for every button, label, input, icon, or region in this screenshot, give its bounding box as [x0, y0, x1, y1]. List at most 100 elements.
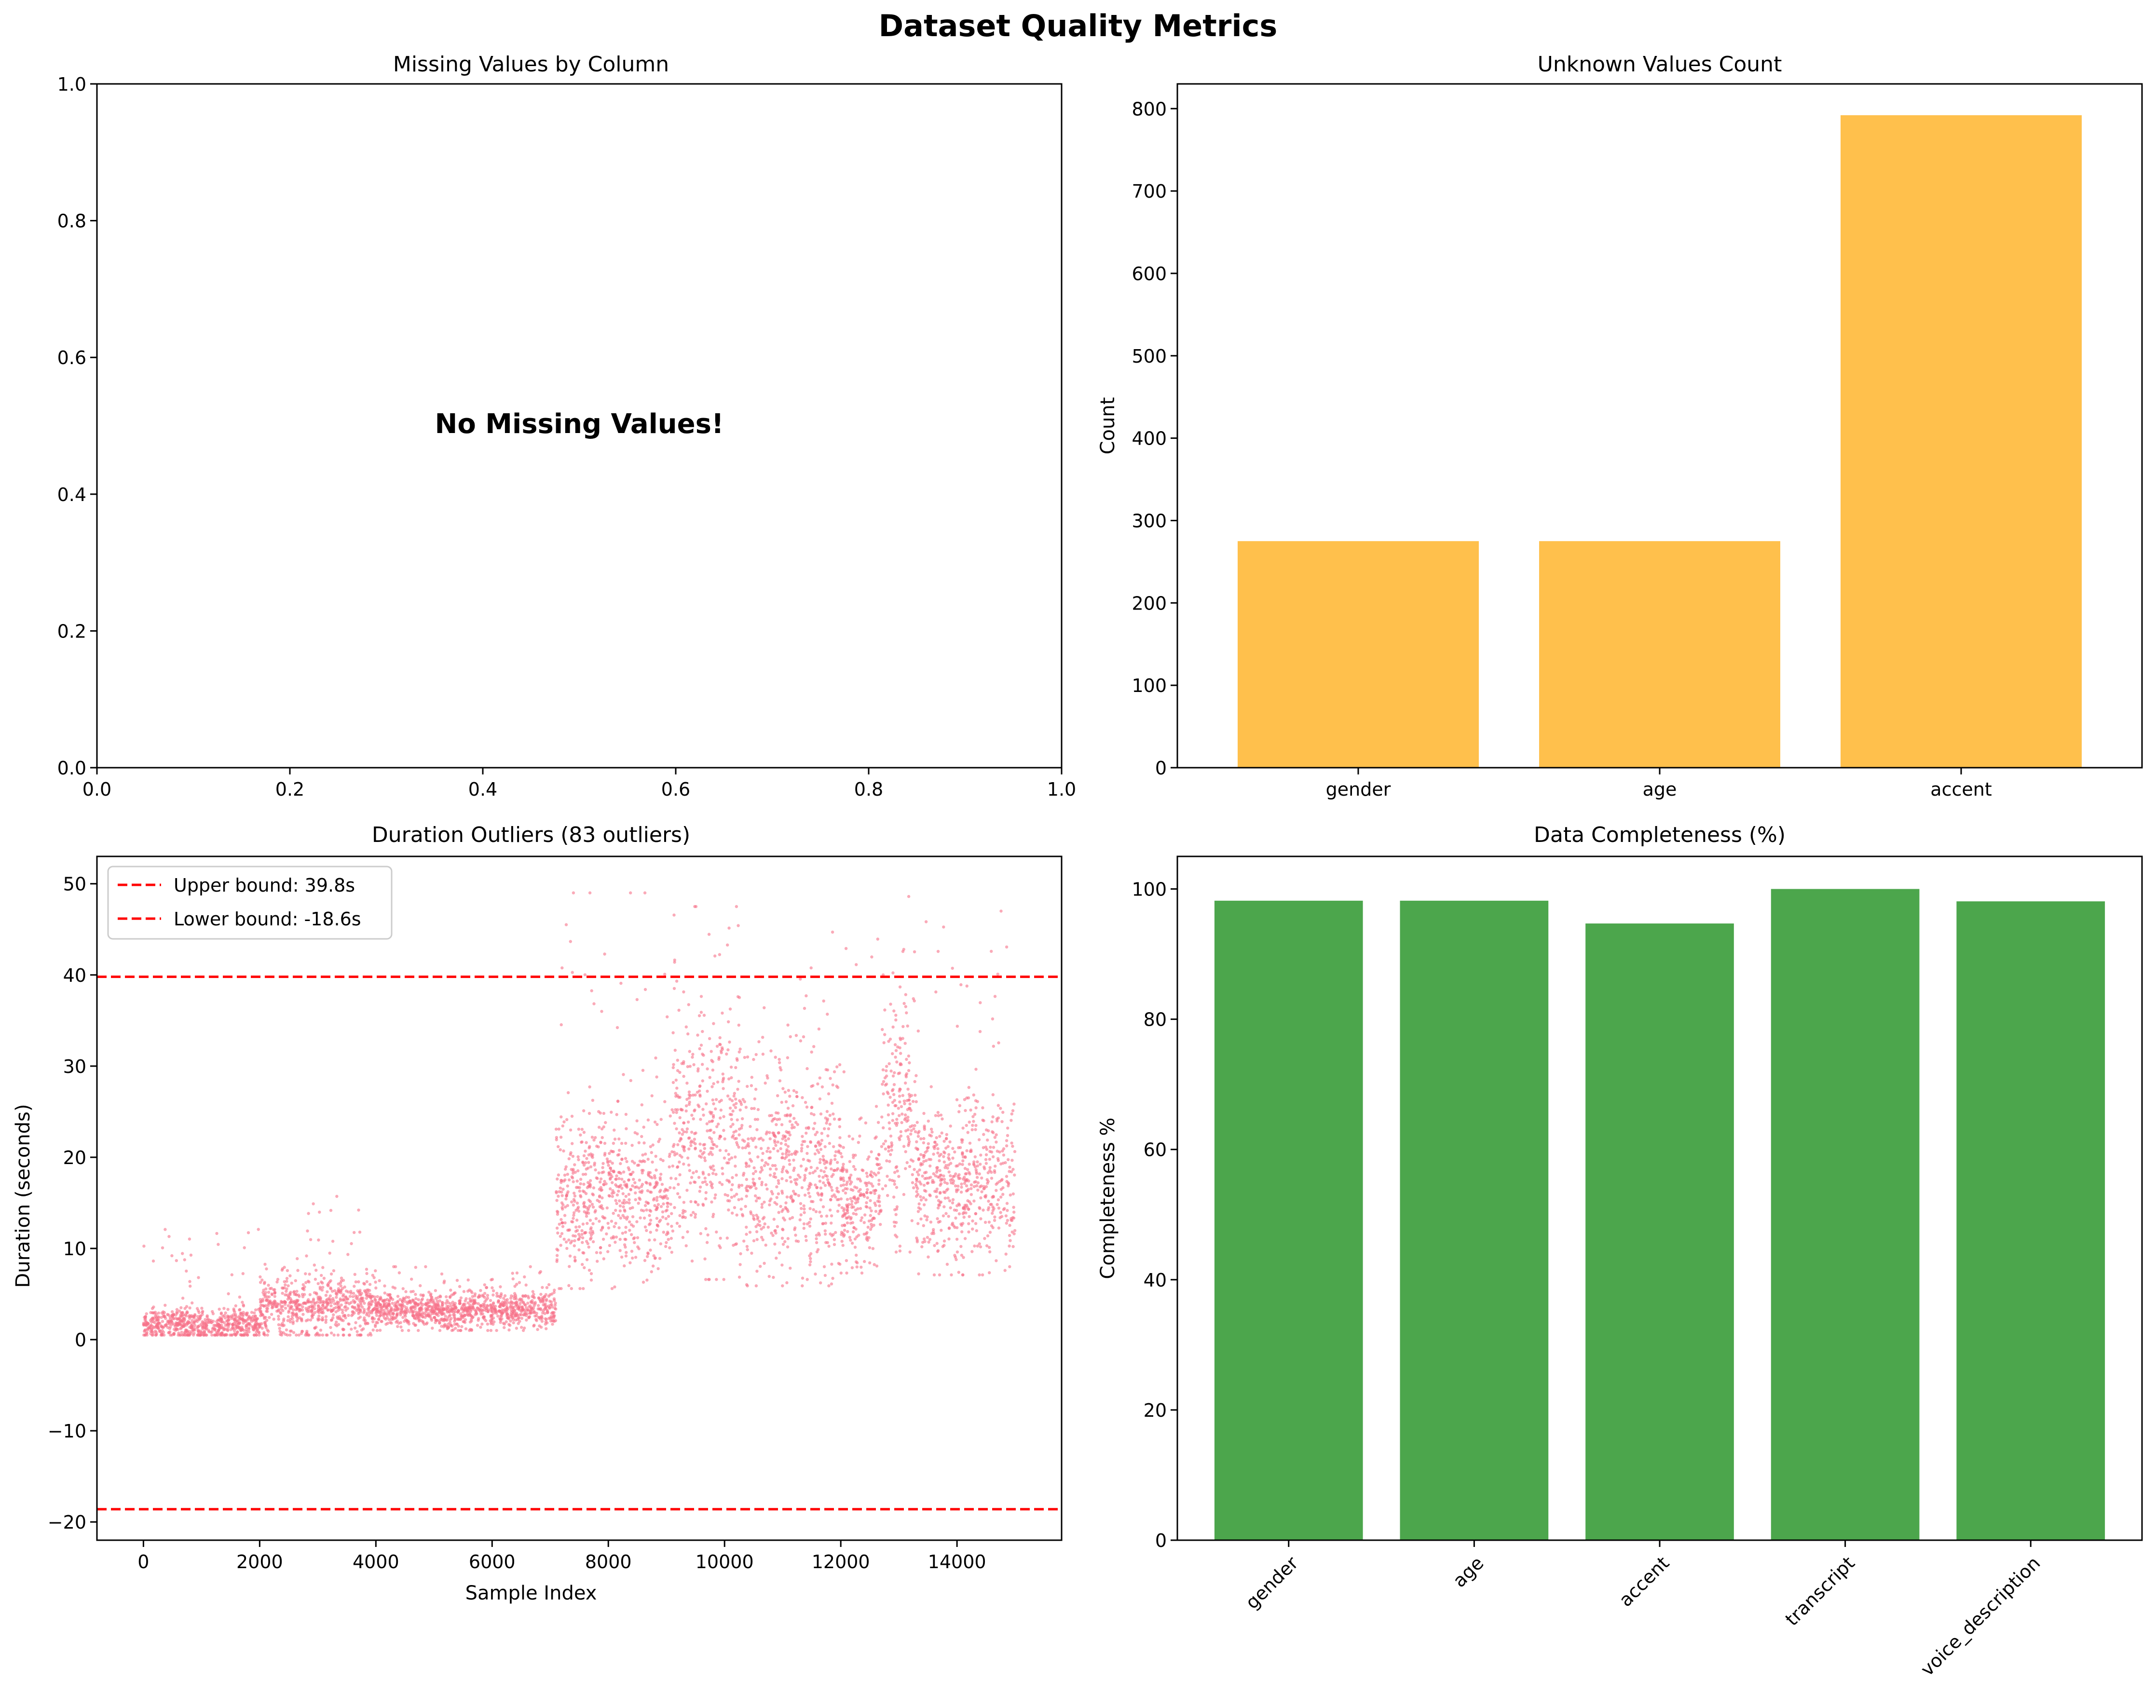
duration-point-3787	[820, 1132, 824, 1135]
duration-point-2096	[424, 1314, 428, 1317]
duration-point-4828	[952, 1224, 955, 1228]
duration-point-3283	[736, 1143, 739, 1147]
unknown-ytick-label-3: 300	[1132, 510, 1167, 531]
duration-point-2659	[597, 1171, 600, 1175]
duration-point-4724	[951, 1147, 955, 1150]
duration-point-4215	[860, 1265, 863, 1269]
duration-point-2644	[611, 1181, 614, 1184]
duration-point-2704	[606, 1250, 610, 1253]
duration-point-3626	[757, 1040, 761, 1044]
duration-point-2269	[495, 1291, 499, 1295]
duration-point-3424	[682, 1060, 685, 1063]
duration-point-3344	[736, 995, 740, 999]
duration-point-3835	[822, 1159, 826, 1162]
duration-point-4276	[891, 1112, 895, 1115]
duration-point-2609	[662, 1231, 666, 1234]
duration-point-2739	[577, 1248, 581, 1252]
duration-point-4093	[845, 1271, 848, 1275]
duration-point-3011	[583, 1204, 586, 1208]
duration-point-3741	[800, 1149, 804, 1153]
duration-point-3659	[828, 1141, 832, 1145]
duration-point-1278	[303, 1301, 307, 1305]
duration-point-2791	[602, 1125, 606, 1129]
duration-point-1148	[279, 1311, 282, 1314]
duration-point-2953	[567, 1178, 571, 1181]
duration-point-2768	[665, 1241, 668, 1244]
duration-point-4870	[957, 1173, 961, 1177]
duration-point-2996	[570, 1287, 573, 1290]
duration-point-4928	[972, 1120, 975, 1123]
duration-point-568	[212, 1324, 216, 1327]
duration-point-4875	[987, 1206, 991, 1209]
duration-point-2115	[399, 1304, 403, 1308]
duration-point-4429	[910, 1219, 914, 1222]
duration-point-2645	[588, 1219, 592, 1222]
duration-point-3379	[720, 1046, 724, 1050]
duration-point-4351	[901, 1037, 904, 1040]
duration-point-4385	[913, 1168, 916, 1171]
duration-point-3658	[832, 1173, 835, 1176]
duration-point-3587	[764, 1243, 767, 1247]
duration-point-2396	[617, 1214, 620, 1217]
duration-point-4212	[843, 1212, 846, 1216]
duration-point-3641	[809, 966, 813, 970]
duration-point-2913	[610, 1175, 614, 1179]
duration-point-384	[170, 1254, 174, 1258]
duration-point-4541	[917, 1202, 921, 1206]
duration-point-2165	[548, 1300, 552, 1303]
duration-point-2759	[590, 1136, 594, 1139]
duration-point-2930	[564, 1240, 568, 1244]
duration-point-1090	[353, 1306, 356, 1309]
duration-point-2429	[575, 1179, 579, 1183]
duration-point-1719	[485, 1286, 489, 1289]
duration-point-4578	[971, 1227, 974, 1231]
duration-point-2867	[653, 1174, 656, 1178]
duration-point-1152	[296, 1257, 299, 1261]
duration-point-498	[170, 1314, 174, 1317]
duration-point-2553	[589, 1165, 593, 1168]
duration-point-4869	[958, 1177, 962, 1180]
duration-point-2290	[427, 1305, 430, 1308]
duration-point-2401	[582, 1182, 586, 1186]
duration-point-215	[188, 1306, 191, 1310]
duration-point-4254	[886, 1194, 889, 1197]
duration-point-2810	[599, 1186, 603, 1189]
duration-point-4607	[918, 1168, 921, 1172]
duration-point-3426	[693, 1108, 696, 1112]
duration-point-2944	[646, 1251, 650, 1255]
duration-point-3127	[699, 1232, 703, 1235]
duration-point-2893	[598, 1205, 602, 1208]
duration-point-1106	[354, 1321, 357, 1325]
duration-point-817	[358, 1324, 362, 1328]
duration-point-663	[174, 1327, 178, 1331]
duration-point-3752	[760, 1183, 764, 1186]
duration-point-935	[357, 1316, 360, 1320]
duration-point-2901	[646, 1202, 650, 1205]
duration-point-2058	[448, 1321, 452, 1324]
duration-point-3291	[711, 1165, 715, 1168]
duration-point-4346	[914, 1130, 917, 1134]
duration-point-4363	[912, 1127, 915, 1131]
duration-point-3430	[675, 1152, 679, 1155]
duration-point-2615	[630, 1160, 634, 1163]
duration-point-2191	[481, 1302, 485, 1306]
duration-point-2415	[608, 1152, 611, 1155]
duration-point-3384	[678, 1224, 682, 1228]
duration-point-3795	[760, 1235, 764, 1239]
duration-point-4123	[852, 1156, 855, 1159]
duration-point-3991	[754, 1145, 758, 1149]
duration-point-2898	[628, 1229, 631, 1232]
duration-point-3009	[579, 1178, 583, 1181]
duration-point-3962	[819, 1186, 823, 1190]
duration-point-4163	[842, 1179, 846, 1182]
duration-point-3220	[676, 1069, 680, 1072]
duration-point-4360	[902, 1002, 906, 1005]
duration-point-2343	[413, 1305, 416, 1308]
duration-point-1851	[532, 1324, 535, 1328]
duration-point-1302	[285, 1328, 288, 1332]
duration-point-4312	[881, 1187, 885, 1191]
duration-point-1131	[342, 1298, 345, 1301]
duration-point-3117	[694, 1200, 697, 1204]
duration-point-3140	[681, 1211, 685, 1215]
duration-point-2915	[598, 1180, 602, 1184]
